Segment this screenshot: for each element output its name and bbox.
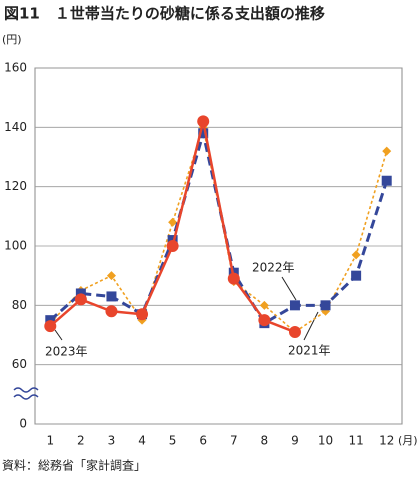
series-line <box>49 132 389 326</box>
x-tick-label: 7 <box>230 434 238 448</box>
chart-title: 図11 １世帯当たりの砂糖に係る支出額の推移 <box>4 5 325 23</box>
marker <box>259 300 269 310</box>
y-tick-label: 100 <box>4 239 27 253</box>
x-unit: (月) <box>398 434 418 447</box>
y-tick-label: 80 <box>12 298 27 312</box>
x-tick-label: 9 <box>291 434 299 448</box>
marker <box>44 320 57 333</box>
marker <box>74 293 87 306</box>
leader-line <box>303 311 319 341</box>
marker <box>106 271 116 281</box>
y-unit: (円) <box>2 33 22 46</box>
y-tick-label: 60 <box>12 357 27 371</box>
x-tick-label: 12 <box>379 434 394 448</box>
series-label: 2023年 <box>45 345 88 359</box>
marker <box>136 308 149 321</box>
x-tick-label: 5 <box>169 434 177 448</box>
leader-line <box>54 329 63 341</box>
marker <box>168 217 178 227</box>
x-tick-label: 1 <box>46 434 54 448</box>
source: 資料：総務省「家計調査」 <box>2 458 146 473</box>
series-label: 2021年 <box>288 344 331 358</box>
y-tick-label: 140 <box>4 120 27 134</box>
marker <box>105 305 118 318</box>
marker <box>381 175 392 186</box>
x-tick-label: 11 <box>348 434 363 448</box>
marker <box>351 270 362 281</box>
marker <box>166 240 179 252</box>
marker <box>351 250 361 260</box>
x-tick-label: 6 <box>199 434 207 448</box>
x-tick-label: 2 <box>77 434 85 448</box>
marker <box>382 146 392 156</box>
series-label: 2022年 <box>252 261 295 275</box>
marker <box>289 300 300 311</box>
marker <box>288 326 301 339</box>
marker <box>198 128 209 139</box>
x-tick-label: 4 <box>138 434 146 448</box>
series-line <box>49 124 388 334</box>
axis-break <box>13 387 39 400</box>
marker <box>227 272 240 285</box>
y-tick-label: 160 <box>4 61 27 75</box>
break-wave <box>13 387 39 393</box>
x-tick-label: 3 <box>108 434 116 448</box>
break-wave <box>13 394 39 400</box>
marker <box>320 300 331 311</box>
x-tick-label: 8 <box>261 434 269 448</box>
y-tick-label: 120 <box>4 179 27 193</box>
marker <box>258 314 271 327</box>
x-tick-label: 10 <box>318 434 333 448</box>
marker <box>106 291 117 302</box>
marker <box>197 115 210 128</box>
y-tick-label: 0 <box>19 417 27 431</box>
leader-line <box>281 276 297 301</box>
